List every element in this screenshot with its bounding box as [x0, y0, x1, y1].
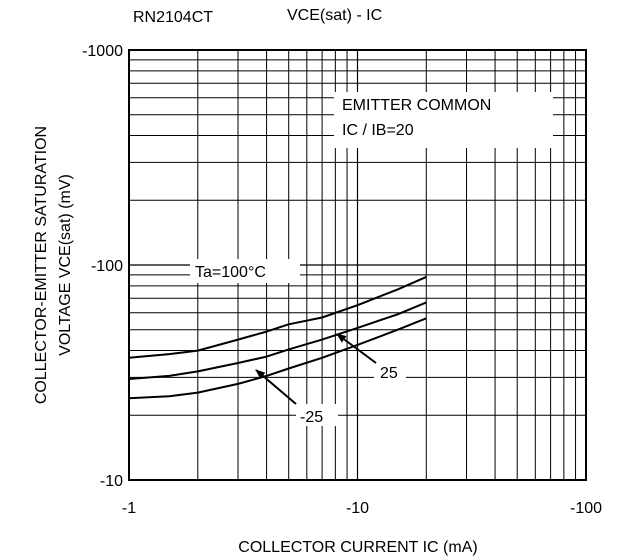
label-bg-100	[190, 259, 300, 283]
label-bg-minus25	[296, 404, 338, 426]
plot-frame	[128, 49, 587, 481]
series-line	[128, 275, 427, 359]
y-tick-label: -1000	[82, 43, 123, 60]
condition-line-2: IC / IB=20	[342, 122, 414, 139]
series	[128, 275, 427, 400]
annotation-minus-25: -25	[300, 409, 323, 426]
graph-title: VCE(sat) - IC	[287, 7, 382, 24]
condition-line-1: EMITTER COMMON	[342, 97, 491, 114]
x-tick-label: -10	[346, 500, 369, 517]
x-tick-label: -100	[570, 500, 602, 517]
y-axis-label-line-1: COLLECTOR-EMITTER SATURATION	[33, 126, 50, 404]
y-tick-label: -100	[91, 258, 123, 275]
annotation-ta-100: Ta=100°C	[195, 264, 266, 281]
y-tick-label: -10	[100, 473, 123, 490]
condition-box	[334, 92, 553, 148]
annotation-arrow-minus-25	[255, 369, 297, 405]
series-line	[128, 301, 427, 380]
x-tick-label: -1	[122, 500, 136, 517]
tick-labels: -1 -10 -100 -10 -100 -1000	[82, 43, 602, 517]
annotation-25: 25	[380, 365, 398, 382]
series-line	[128, 317, 427, 400]
x-axis-label: COLLECTOR CURRENT IC (mA)	[238, 539, 477, 556]
y-axis-label-line-2: VOLTAGE VCE(sat) (mV)	[57, 174, 74, 356]
annotation-arrow-25	[336, 333, 377, 364]
label-bg-25	[374, 361, 406, 383]
part-number: RN2104CT	[133, 9, 213, 26]
